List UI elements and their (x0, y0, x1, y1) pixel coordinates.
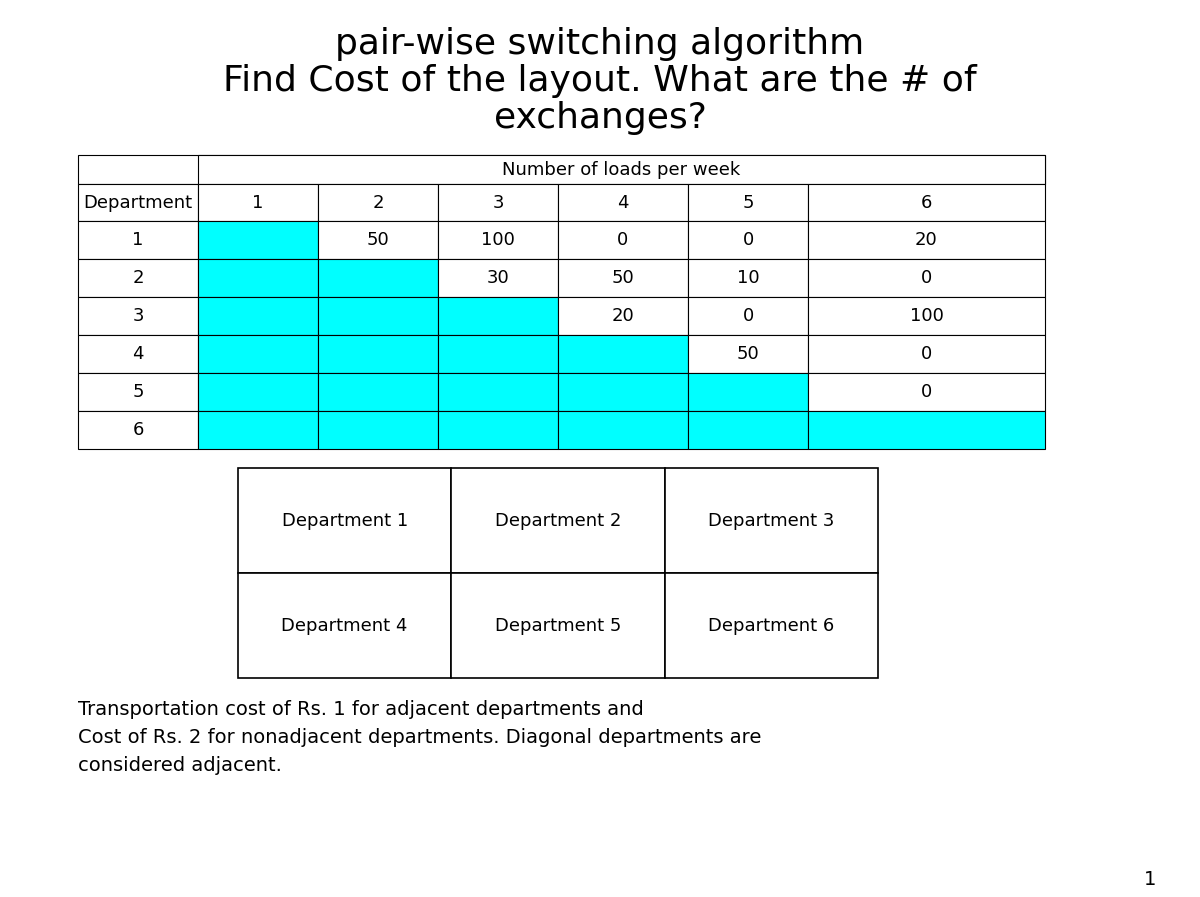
Bar (808, 335, 1045, 373)
Bar (808, 184, 1045, 221)
Text: 100: 100 (910, 307, 943, 325)
Text: 2: 2 (132, 269, 144, 287)
Bar (451, 573, 665, 678)
Text: pair-wise switching algorithm: pair-wise switching algorithm (335, 27, 865, 61)
Text: 100: 100 (481, 231, 515, 249)
Text: 20: 20 (612, 307, 635, 325)
Bar (198, 373, 318, 411)
Bar (688, 297, 808, 335)
Bar (78, 335, 198, 373)
Text: exchanges?: exchanges? (493, 101, 707, 135)
Text: Find Cost of the layout. What are the # of: Find Cost of the layout. What are the # … (223, 64, 977, 98)
Bar (451, 468, 665, 573)
Bar (808, 373, 1045, 411)
Text: Department: Department (84, 194, 192, 212)
Bar (198, 335, 318, 373)
Bar (318, 259, 438, 297)
Bar (558, 297, 688, 335)
Bar (688, 259, 808, 297)
Text: 50: 50 (737, 345, 760, 363)
Bar (558, 373, 688, 411)
Bar (318, 184, 438, 221)
Bar (318, 411, 438, 449)
Text: 4: 4 (132, 345, 144, 363)
Bar (808, 411, 1045, 449)
Text: 4: 4 (617, 194, 629, 212)
Bar (78, 297, 198, 335)
Bar (558, 411, 688, 449)
Bar (198, 155, 1045, 184)
Bar (665, 468, 878, 573)
Bar (318, 297, 438, 335)
Text: 0: 0 (743, 231, 754, 249)
Bar (198, 184, 318, 221)
Bar (318, 335, 438, 373)
Text: 3: 3 (132, 307, 144, 325)
Bar (808, 297, 1045, 335)
Text: 30: 30 (487, 269, 509, 287)
Bar (558, 335, 688, 373)
Bar (438, 221, 558, 259)
Bar (665, 573, 878, 678)
Text: 5: 5 (743, 194, 754, 212)
Text: 0: 0 (920, 345, 932, 363)
Bar (438, 259, 558, 297)
Bar (688, 373, 808, 411)
Bar (318, 373, 438, 411)
Text: Transportation cost of Rs. 1 for adjacent departments and
Cost of Rs. 2 for nona: Transportation cost of Rs. 1 for adjacen… (78, 700, 761, 775)
Bar (688, 184, 808, 221)
Text: 0: 0 (920, 269, 932, 287)
Text: 0: 0 (617, 231, 629, 249)
Bar (438, 373, 558, 411)
Text: Number of loads per week: Number of loads per week (503, 161, 740, 179)
Bar (688, 335, 808, 373)
Bar (238, 468, 451, 573)
Bar (78, 184, 198, 221)
Bar (688, 221, 808, 259)
Text: 0: 0 (743, 307, 754, 325)
Bar (78, 373, 198, 411)
Bar (558, 221, 688, 259)
Text: Department 3: Department 3 (708, 511, 834, 529)
Bar (318, 221, 438, 259)
Text: 50: 50 (612, 269, 635, 287)
Text: Department 6: Department 6 (708, 616, 834, 634)
Bar (558, 259, 688, 297)
Bar (558, 184, 688, 221)
Bar (438, 335, 558, 373)
Text: 10: 10 (737, 269, 760, 287)
Bar (688, 411, 808, 449)
Text: 3: 3 (492, 194, 504, 212)
Bar (438, 184, 558, 221)
Text: 5: 5 (132, 383, 144, 401)
Bar (198, 411, 318, 449)
Text: Department 5: Department 5 (494, 616, 622, 634)
Text: 1: 1 (1144, 870, 1156, 889)
Text: 20: 20 (916, 231, 938, 249)
Bar (78, 155, 1045, 184)
Bar (198, 221, 318, 259)
Text: 50: 50 (367, 231, 389, 249)
Bar (78, 259, 198, 297)
Bar (438, 411, 558, 449)
Bar (438, 297, 558, 335)
Text: 1: 1 (252, 194, 264, 212)
Bar (238, 573, 451, 678)
Bar (78, 411, 198, 449)
Text: 1: 1 (132, 231, 144, 249)
Bar (808, 221, 1045, 259)
Bar (198, 259, 318, 297)
Text: 0: 0 (920, 383, 932, 401)
Text: Department 4: Department 4 (282, 616, 408, 634)
Text: Department 2: Department 2 (494, 511, 622, 529)
Text: Department 1: Department 1 (282, 511, 408, 529)
Text: 2: 2 (372, 194, 384, 212)
Bar (808, 259, 1045, 297)
Text: 6: 6 (132, 421, 144, 439)
Text: 6: 6 (920, 194, 932, 212)
Bar (78, 221, 198, 259)
Bar (198, 297, 318, 335)
